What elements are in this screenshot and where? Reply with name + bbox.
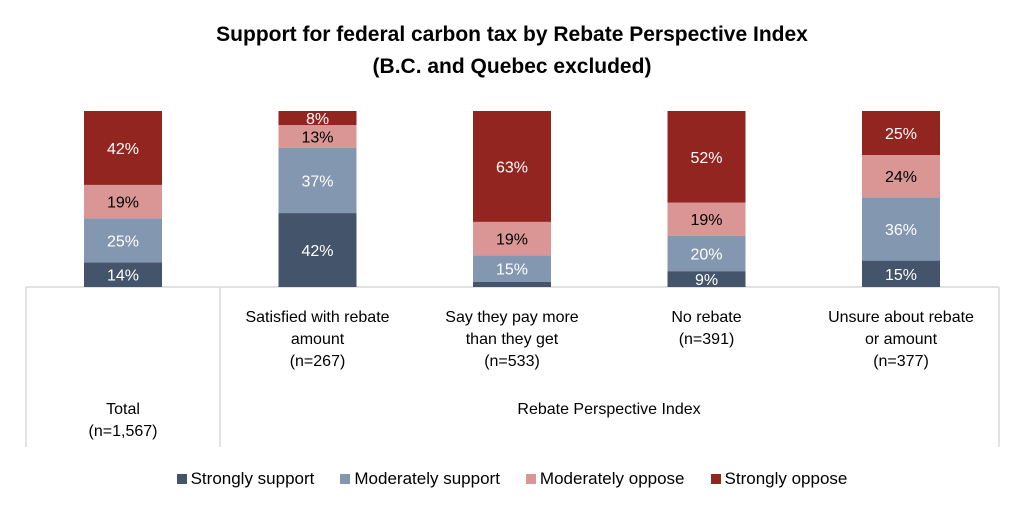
data-label: 15% bbox=[885, 267, 917, 284]
legend-item: Strongly oppose bbox=[710, 469, 848, 489]
bar-segment bbox=[473, 111, 551, 222]
group-label: Rebate Perspective Index bbox=[517, 401, 700, 418]
bar-segment bbox=[862, 155, 940, 198]
bar-segment bbox=[473, 221, 551, 256]
bar-segment bbox=[667, 202, 746, 236]
bar-segment bbox=[84, 262, 162, 287]
data-label: 9% bbox=[695, 272, 718, 289]
bar-segment bbox=[84, 111, 162, 185]
legend-swatch bbox=[340, 474, 351, 484]
legend-label: Strongly support bbox=[190, 469, 315, 488]
legend-label: Strongly oppose bbox=[724, 469, 848, 488]
legend-label: Moderately oppose bbox=[539, 469, 685, 488]
data-label: 24% bbox=[885, 169, 917, 186]
data-label: 25% bbox=[107, 233, 139, 250]
category-label: (n=1,567) bbox=[89, 423, 158, 440]
category-label: (n=533) bbox=[484, 353, 540, 370]
legend-item: Moderately oppose bbox=[525, 469, 685, 489]
bar-segment bbox=[862, 260, 940, 287]
bar-segment bbox=[278, 111, 357, 126]
data-label: 14% bbox=[107, 268, 139, 285]
legend-swatch bbox=[710, 474, 721, 484]
data-label: 42% bbox=[107, 141, 139, 158]
bar-segment bbox=[278, 213, 357, 287]
legend-swatch bbox=[525, 474, 536, 484]
data-label: 37% bbox=[301, 174, 333, 191]
data-label: 19% bbox=[496, 232, 528, 249]
data-label: 42% bbox=[301, 243, 333, 260]
data-label: 19% bbox=[107, 195, 139, 212]
data-label: 25% bbox=[885, 126, 917, 143]
bar-segment bbox=[862, 111, 940, 155]
category-label: No rebate bbox=[671, 309, 741, 326]
category-label: than they get bbox=[466, 331, 559, 348]
data-label: 36% bbox=[885, 222, 917, 239]
category-label: or amount bbox=[865, 331, 938, 348]
legend: Strongly support Moderately support Modera… bbox=[0, 469, 1024, 489]
data-label: 19% bbox=[690, 212, 722, 229]
data-label: 15% bbox=[496, 262, 528, 279]
legend-item: Moderately support bbox=[340, 469, 500, 489]
bar-segment bbox=[667, 271, 746, 287]
data-label: 20% bbox=[690, 247, 722, 264]
category-label: Unsure about rebate bbox=[828, 309, 974, 326]
legend-item: Strongly support bbox=[176, 469, 315, 489]
category-label: (n=391) bbox=[679, 331, 735, 348]
bar-segment bbox=[862, 197, 940, 261]
bar-segment bbox=[84, 218, 162, 263]
category-label: amount bbox=[291, 331, 345, 348]
chart-title: Support for federal carbon tax by Rebate… bbox=[216, 23, 808, 46]
bar-segment bbox=[278, 147, 357, 214]
legend-swatch bbox=[176, 474, 187, 484]
bar-segment bbox=[473, 281, 551, 287]
category-label: (n=377) bbox=[873, 353, 929, 370]
category-label: Say they pay more bbox=[445, 309, 579, 326]
bar-segment bbox=[667, 235, 746, 272]
data-label: 63% bbox=[496, 159, 528, 176]
data-label: 52% bbox=[690, 150, 722, 167]
bar-segment bbox=[473, 255, 551, 282]
legend-label: Moderately support bbox=[354, 469, 500, 488]
chart-subtitle: (B.C. and Quebec excluded) bbox=[372, 55, 652, 78]
data-label: 13% bbox=[301, 130, 333, 147]
category-label: Satisfied with rebate bbox=[245, 309, 389, 326]
category-label: (n=267) bbox=[290, 353, 346, 370]
data-label: 8% bbox=[306, 111, 329, 128]
category-label: Total bbox=[106, 401, 140, 418]
bar-segment bbox=[667, 111, 746, 203]
bar-segment bbox=[84, 184, 162, 219]
bar-segment bbox=[278, 125, 357, 148]
